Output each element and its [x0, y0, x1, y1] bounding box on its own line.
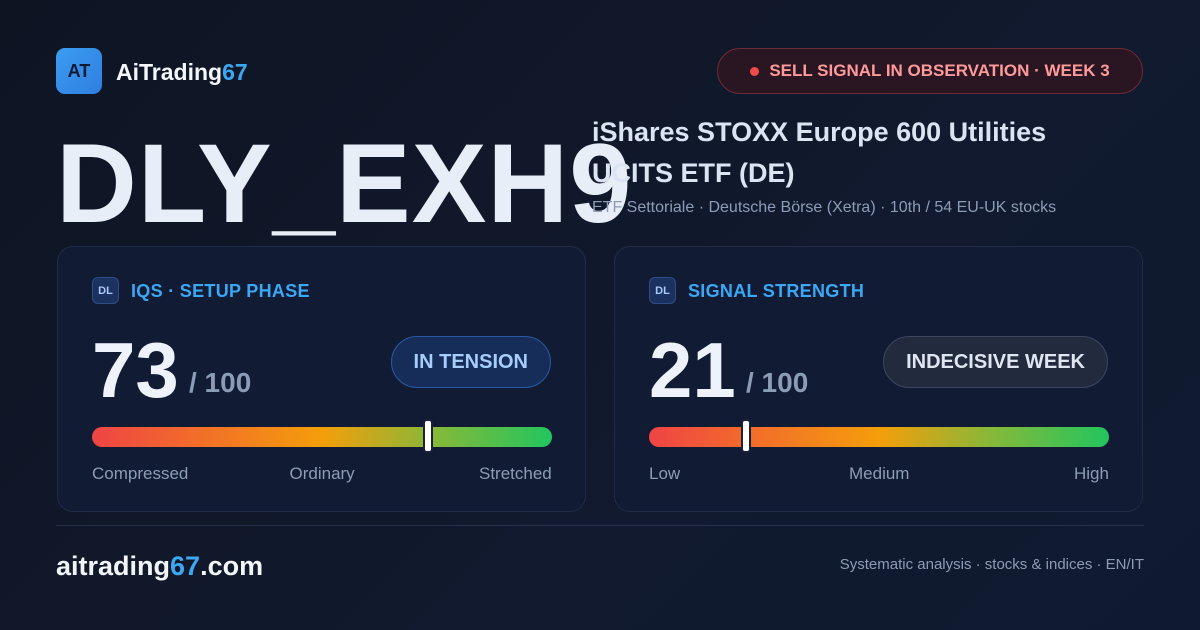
signal-badge: SELL SIGNAL IN OBSERVATION · WEEK 3: [717, 48, 1143, 94]
metric-card: DL IQS · SETUP PHASE 73 / 100 IN TENSION Comp…: [57, 246, 586, 512]
card-label: IQS · SETUP PHASE: [131, 281, 310, 301]
gauge-bar: [649, 427, 1109, 447]
badge-dot: [750, 66, 760, 76]
domain-text: aitrading: [56, 551, 171, 581]
brand-name: AiTrading67: [116, 59, 248, 86]
gauge-bar: [92, 427, 552, 447]
gauge-marker: [422, 419, 433, 453]
score: 73: [92, 326, 179, 414]
brand-text: AiTrading: [116, 59, 223, 85]
score-max: / 100: [189, 367, 252, 398]
ticker: DLY_EXH9: [56, 121, 633, 246]
score: 21: [649, 326, 736, 414]
card-label: SIGNAL STRENGTH: [688, 281, 865, 301]
scale-label: Medium: [849, 464, 910, 483]
card-icon: DL: [92, 277, 119, 304]
brand-accent: 67: [222, 59, 248, 85]
card-icon: DL: [649, 277, 676, 304]
scale-label: Compressed: [92, 464, 189, 483]
metric-card: DL SIGNAL STRENGTH 21 / 100 INDECISIVE WEEK L…: [614, 246, 1143, 512]
logo: AT: [56, 48, 102, 94]
gauge-marker: [740, 419, 751, 453]
scale-label: Ordinary: [289, 464, 355, 483]
domain-accent: 67: [170, 551, 201, 581]
tagline: Systematic analysis · stocks & indices ·…: [839, 556, 1144, 573]
scale-label: Low: [649, 464, 681, 483]
scale-label: Stretched: [479, 464, 552, 483]
status-pill: IN TENSION: [390, 336, 551, 388]
domain-text: .com: [200, 551, 264, 581]
score-max: / 100: [746, 367, 809, 398]
badge-text: SELL SIGNAL IN OBSERVATION · WEEK 3: [769, 61, 1110, 80]
scale-label: High: [1074, 464, 1109, 483]
divider: [56, 525, 1144, 526]
domain: aitrading67.com: [56, 551, 263, 582]
status-pill: INDECISIVE WEEK: [883, 336, 1108, 388]
instrument-subtitle: ETF Settoriale · Deutsche Börse (Xetra) …: [592, 199, 1057, 216]
instrument-title: iShares STOXX Europe 600 Utilities: [592, 117, 1047, 147]
instrument-title: UCITS ETF (DE): [592, 158, 795, 188]
